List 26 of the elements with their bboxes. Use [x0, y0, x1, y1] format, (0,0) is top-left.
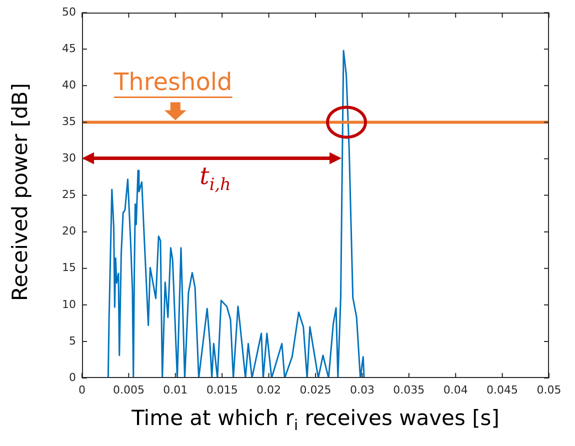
x-tick-label: 0.02 — [256, 383, 282, 396]
y-tick-label: 20 — [62, 224, 76, 238]
x-tick-label: 0.05 — [536, 383, 562, 396]
y-tick-label: 40 — [62, 78, 76, 92]
annotation: t$_{i,h}$ — [200, 162, 231, 194]
y-tick-label: 10 — [62, 298, 76, 311]
y-tick-label: 30 — [62, 152, 76, 165]
ref-line-label: Threshold — [113, 68, 232, 96]
x-tick-label: 0.03 — [350, 383, 374, 396]
y-tick-label: 15 — [62, 261, 76, 274]
y-tick-label: 50 — [62, 5, 76, 18]
y-tick-label: 45 — [62, 42, 76, 55]
y-axis-title: Received power [dB] — [8, 82, 32, 303]
x-tick-label: 0.045 — [486, 383, 518, 396]
x-tick-label: 0.025 — [300, 383, 332, 396]
y-tick-label: 0 — [69, 370, 76, 384]
x-tick-label: 0 — [78, 383, 86, 396]
x-axis-title: Time at which r$_{i}$ receives waves [s] — [130, 406, 500, 434]
x-tick-label: 0.04 — [443, 383, 468, 396]
y-tick-label: 35 — [62, 115, 76, 128]
y-tick-label: 25 — [62, 188, 76, 202]
x-tick-label: 0.005 — [112, 383, 144, 396]
x-tick-label: 0.01 — [163, 383, 188, 396]
x-tick-label: 0.015 — [206, 383, 238, 396]
y-tick-label: 5 — [69, 334, 76, 348]
x-tick-label: 0.035 — [393, 383, 425, 396]
